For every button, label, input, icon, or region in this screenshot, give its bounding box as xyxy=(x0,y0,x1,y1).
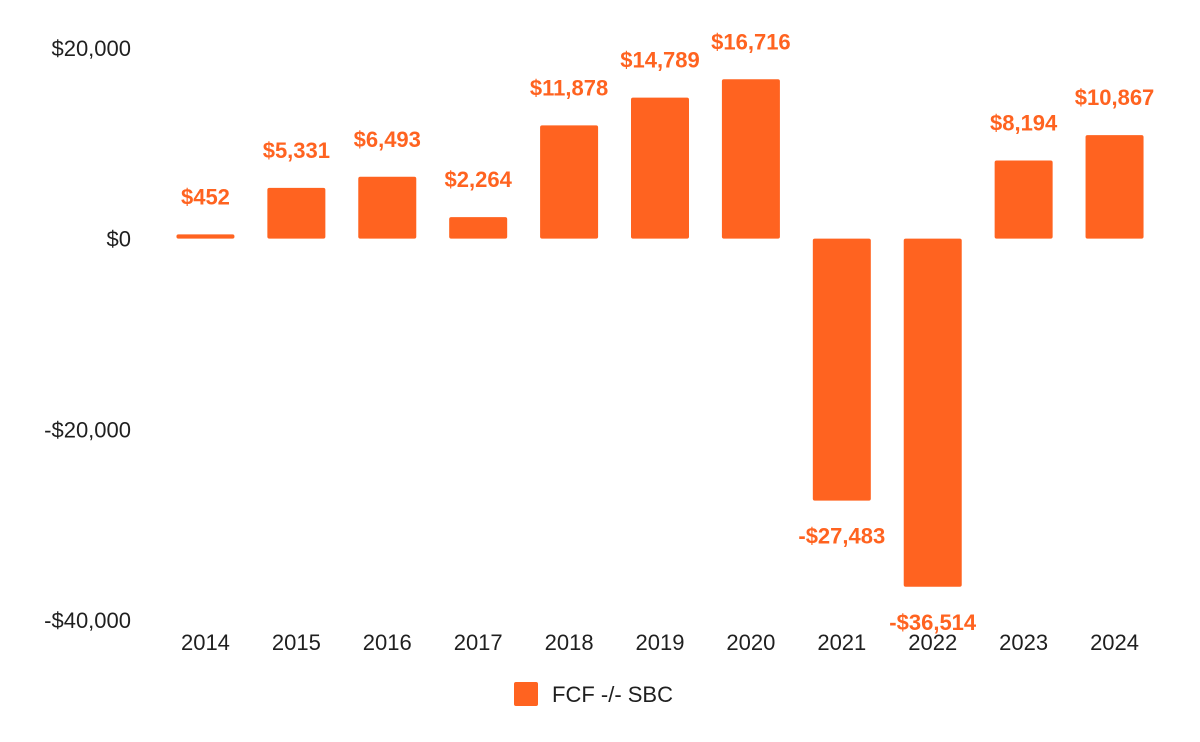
x-tick-label: 2024 xyxy=(1090,630,1139,655)
bar xyxy=(903,238,962,587)
data-label: $6,493 xyxy=(354,127,421,152)
x-tick-label: 2022 xyxy=(908,630,957,655)
bar xyxy=(176,234,235,239)
x-tick-label: 2018 xyxy=(545,630,594,655)
x-tick-label: 2016 xyxy=(363,630,412,655)
data-label: -$36,514 xyxy=(889,610,977,635)
bars xyxy=(176,79,1144,587)
bar xyxy=(449,217,508,239)
y-tick-label: $0 xyxy=(107,227,131,252)
legend-label[interactable]: FCF -/- SBC xyxy=(552,682,673,707)
data-label: $452 xyxy=(181,184,230,209)
bar xyxy=(540,125,599,239)
data-label: $10,867 xyxy=(1075,85,1155,110)
x-tick-label: 2015 xyxy=(272,630,321,655)
data-label: $11,878 xyxy=(530,75,608,100)
data-label: $8,194 xyxy=(990,111,1058,136)
x-tick-label: 2021 xyxy=(817,630,866,655)
legend[interactable]: FCF -/- SBC xyxy=(514,682,673,707)
data-label: $14,789 xyxy=(620,48,700,73)
bar xyxy=(721,79,780,239)
bar xyxy=(1085,135,1144,239)
data-label: -$27,483 xyxy=(798,524,885,549)
bar xyxy=(812,238,871,501)
y-axis: $20,000 $0 -$20,000 -$40,000 xyxy=(44,36,131,633)
x-tick-label: 2014 xyxy=(181,630,230,655)
x-tick-label: 2019 xyxy=(636,630,685,655)
bar xyxy=(358,176,417,239)
x-tick-label: 2017 xyxy=(454,630,503,655)
bar xyxy=(994,160,1053,239)
data-labels: $452 $5,331 $6,493 $2,264 $11,878 $14,789 $16,… xyxy=(181,29,1154,634)
data-label: $16,716 xyxy=(711,29,791,54)
x-tick-label: 2023 xyxy=(999,630,1048,655)
bar xyxy=(267,187,326,239)
x-axis: 2014 2015 2016 2017 2018 2019 2020 2021 2022 2023… xyxy=(181,630,1139,655)
legend-swatch[interactable] xyxy=(514,682,538,706)
y-tick-label: -$20,000 xyxy=(44,417,131,442)
y-tick-label: -$40,000 xyxy=(44,608,131,633)
bar xyxy=(631,97,689,239)
data-label: $5,331 xyxy=(263,138,330,163)
x-tick-label: 2020 xyxy=(726,630,775,655)
data-label: $2,264 xyxy=(445,167,513,192)
y-tick-label: $20,000 xyxy=(51,36,131,61)
